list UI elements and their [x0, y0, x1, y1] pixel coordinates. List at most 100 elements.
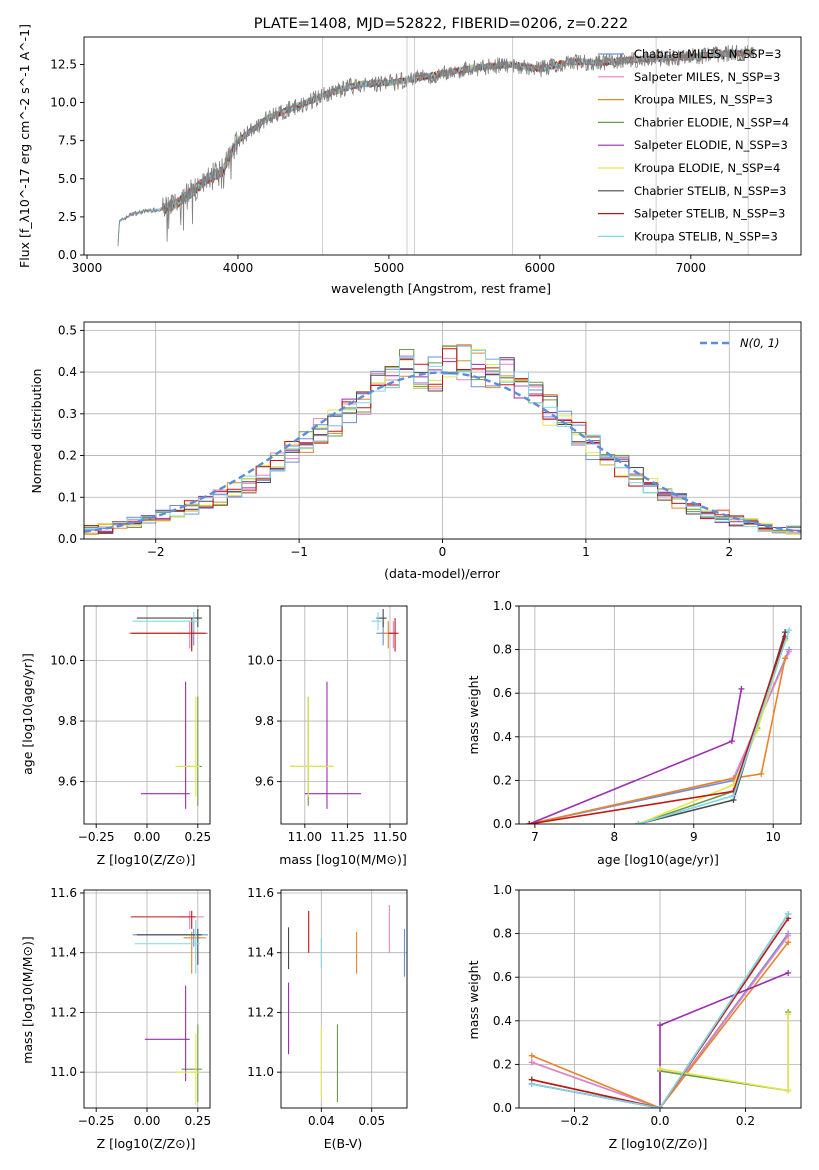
- residuals-ytick-label: 0.5: [58, 323, 77, 337]
- mass-z-ylabel: mass [log10(M/M⊙)]: [20, 936, 35, 1064]
- mw_age-marker-kroupa-stelib: [730, 792, 737, 799]
- spectrum-legend: Chabrier MILES, N_SSP=3 Salpeter MILES, N…: [598, 47, 789, 243]
- mw_z-ytick-label: 0.8: [493, 927, 512, 941]
- mw_z-line-kroupa-miles: [531, 941, 789, 1108]
- age_mass-frame: [280, 605, 408, 825]
- mw_age-line-kroupa-miles: [529, 658, 786, 824]
- clip-spec-plot-area: [117, 37, 755, 255]
- age_z-ytick-label: 9.8: [58, 714, 77, 728]
- spectrum-legend-label: Salpeter ELODIE, N_SSP=3: [634, 138, 788, 152]
- mw_age-marker-kroupa-stelib: [786, 626, 793, 633]
- residuals-ytick-label: 0.2: [58, 449, 77, 463]
- spectrum-legend-label: Chabrier STELIB, N_SSP=3: [634, 184, 786, 198]
- mw_z-xtick-label: 0.2: [736, 1114, 755, 1128]
- spectrum-legend-label: Kroupa MILES, N_SSP=3: [634, 93, 773, 107]
- age-mass-panel: 11.00 11.25 11.50 9.6 9.8 10.0: [247, 605, 408, 844]
- residuals-xtick-label: −1: [290, 545, 308, 559]
- mw_z-marker-kroupa-elodie: [785, 1011, 792, 1018]
- mw_z-marker-kroupa-elodie: [657, 1065, 663, 1072]
- spectrum-legend-label: Chabrier ELODIE, N_SSP=4: [634, 115, 789, 129]
- mw_z-line-salpeter-stelib: [531, 917, 789, 1108]
- residuals-ylabel: Normed distribution: [29, 369, 44, 494]
- mw_age-ytick-label: 0.6: [493, 686, 512, 700]
- age-mass-xlabel: mass [log10(M/M⊙)]: [279, 852, 407, 867]
- mw_z-marker-salpeter-elodie: [657, 1022, 663, 1029]
- mw_age-marker-kroupa-miles: [782, 655, 789, 662]
- mw_z-line-kroupa-stelib: [531, 913, 789, 1108]
- mw-z-panel: −0.2 0.0 0.2 0.0 0.2 0.4 0.6 0.8 1.0: [493, 883, 802, 1128]
- mw_z-marker-salpeter-miles: [785, 932, 792, 939]
- clip-age_z-plot-area: [128, 609, 208, 809]
- spectrum-xtick-label: 4000: [223, 261, 254, 275]
- age_mass-ytick-label: 10.0: [247, 654, 274, 668]
- spectrum-xtick-label: 6000: [525, 261, 556, 275]
- mw_age-marker-salpeter-miles: [786, 648, 793, 655]
- mw_age-xtick-label: 7: [531, 830, 539, 844]
- age_z-xtick-label: −0.25: [78, 830, 115, 844]
- spectrum-legend-label: Kroupa ELODIE, N_SSP=4: [634, 161, 780, 175]
- age_z-ytick-label: 10.0: [50, 654, 77, 668]
- residuals-xlabel: (data-model)/error: [384, 566, 501, 581]
- spectrum-ylabel: Flux [f_λ10^-17 erg cm^-2 s^-1 A^-1]: [17, 24, 32, 268]
- mw_age-marker-kroupa-stelib: [635, 821, 642, 824]
- age_mass-xtick-label: 11.00: [288, 830, 322, 844]
- mass-ebv-panel: 0.04 0.05 11.0 11.2 11.4 11.6: [247, 886, 408, 1128]
- mw_age-marker-salpeter-elodie: [728, 738, 735, 745]
- mass-z-panel: −0.25 0.00 0.25 11.0 11.2 11.4 11.6: [50, 886, 211, 1128]
- mw_age-frame: [518, 605, 802, 825]
- mw_z-marker-salpeter-elodie: [785, 969, 792, 976]
- spectrum-ytick-label: 12.5: [50, 57, 77, 71]
- residuals-ytick-label: 0.0: [58, 532, 77, 546]
- mw_z-marker-kroupa-stelib: [528, 1081, 535, 1088]
- mass_z-ytick-label: 11.4: [50, 946, 77, 960]
- mw_age-xtick-label: 8: [611, 830, 619, 844]
- spectrum-frame: [83, 36, 802, 256]
- spectrum-ytick-label: 2.5: [58, 210, 77, 224]
- mw_age-marker-kroupa-miles: [730, 775, 737, 782]
- spectrum-legend-label: Chabrier MILES, N_SSP=3: [634, 47, 781, 61]
- spectrum-ytick-label: 7.5: [58, 134, 77, 148]
- mass_z-grid: [84, 890, 210, 1108]
- clip-age_mass-plot-area: [289, 609, 399, 809]
- mw_z-xtick-label: −0.2: [560, 1114, 589, 1128]
- residuals-panel: −2 −1 0 1 2 0.0 0.1 0.2 0.3 0.4 0.5 N(0, 1): [58, 321, 802, 559]
- mw_z-ytick-label: 0.4: [493, 1014, 512, 1028]
- spectrum-panel: 3000 4000 5000 6000 7000 0.0 2.5 5.0 7.5 10.0 12.5…: [50, 36, 802, 275]
- mass_z-ytick-label: 11.0: [50, 1065, 77, 1079]
- mass_ebv-xtick-label: 0.04: [308, 1114, 335, 1128]
- mw-z-ylabel: mass weight: [466, 960, 481, 1039]
- spectrum-xtick-label: 5000: [374, 261, 405, 275]
- mw_z-marker-kroupa-elodie: [785, 1087, 792, 1094]
- residuals-normal-curve: [84, 371, 801, 533]
- age-z-xlabel: Z [log10(Z/Z⊙)]: [97, 852, 196, 867]
- age_mass-ytick-label: 9.6: [255, 775, 274, 789]
- mw_z-marker-kroupa-miles: [785, 939, 792, 946]
- mw_z-marker-salpeter-miles: [528, 1059, 535, 1066]
- clip-mass_ebv-plot-area: [288, 904, 406, 1103]
- mass_z-xtick-label: 0.00: [134, 1114, 161, 1128]
- spectrum-xtick-label: 3000: [72, 261, 103, 275]
- mw_age-marker-salpeter-stelib: [526, 821, 533, 824]
- mw_z-ytick-label: 0.0: [493, 1101, 512, 1115]
- residuals-ytick-label: 0.3: [58, 407, 77, 421]
- mw-age-panel: 7 8 9 10 0.0 0.2 0.4 0.6 0.8 1.0: [493, 599, 802, 844]
- spectrum-xlabel: wavelength [Angstrom, rest frame]: [331, 281, 551, 296]
- mw_z-marker-kroupa-stelib: [657, 1105, 663, 1108]
- residuals-ytick-label: 0.4: [58, 365, 77, 379]
- age_z-xtick-label: 0.25: [184, 830, 211, 844]
- clip-mw_age-plot-area: [526, 626, 793, 824]
- figure-title: PLATE=1408, MJD=52822, FIBERID=0206, z=0…: [254, 16, 628, 32]
- mw-age-xlabel: age [log10(age/yr)]: [597, 852, 719, 867]
- mw_z-line-salpeter-miles: [531, 935, 789, 1108]
- mw_age-xtick-label: 9: [690, 830, 698, 844]
- spectrum-xtick-label: 7000: [676, 261, 707, 275]
- spectrum-legend-label: Kroupa STELIB, N_SSP=3: [634, 229, 778, 243]
- age_z-ytick-label: 9.6: [58, 775, 77, 789]
- residuals-xtick-label: 1: [582, 545, 590, 559]
- residuals-legend-label: N(0, 1): [740, 336, 780, 350]
- age-z-panel: −0.25 0.00 0.25 9.6 9.8 10.0: [50, 605, 211, 844]
- age_mass-grid: [281, 606, 407, 824]
- mw_z-marker-kroupa-stelib: [785, 910, 792, 917]
